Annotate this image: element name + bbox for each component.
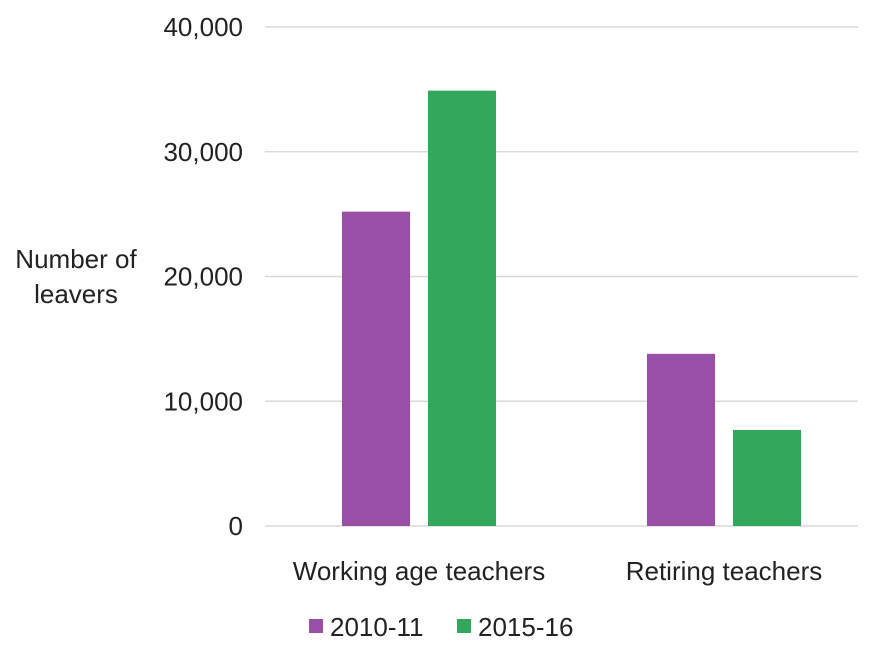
bar-2010-11-1 <box>647 353 715 526</box>
y-tick-label: 20,000 <box>163 262 243 292</box>
legend-swatch <box>309 619 323 633</box>
bars <box>342 90 801 526</box>
legend-label: 2010-11 <box>330 612 424 642</box>
x-category-label: Retiring teachers <box>626 556 823 586</box>
y-axis-label-line-1: Number of <box>15 244 137 274</box>
legend: 2010-11 2015-16 <box>309 612 573 642</box>
y-tick-label: 0 <box>229 511 243 541</box>
y-tick-label: 10,000 <box>163 386 243 416</box>
x-category-label: Working age teachers <box>293 556 545 586</box>
y-tick-label: 40,000 <box>163 12 243 42</box>
legend-swatch <box>457 619 471 633</box>
bar-2010-11-0 <box>342 211 410 526</box>
bar-2015-16-1 <box>733 429 801 526</box>
y-axis-ticks: 0 10,000 20,000 30,000 40,000 <box>163 12 243 541</box>
y-tick-label: 30,000 <box>163 137 243 167</box>
y-axis-label-line-2: leavers <box>34 279 118 309</box>
bar-2015-16-0 <box>428 90 496 526</box>
legend-label: 2015-16 <box>478 612 573 642</box>
x-axis-category-labels: Working age teachers Retiring teachers <box>293 556 822 586</box>
